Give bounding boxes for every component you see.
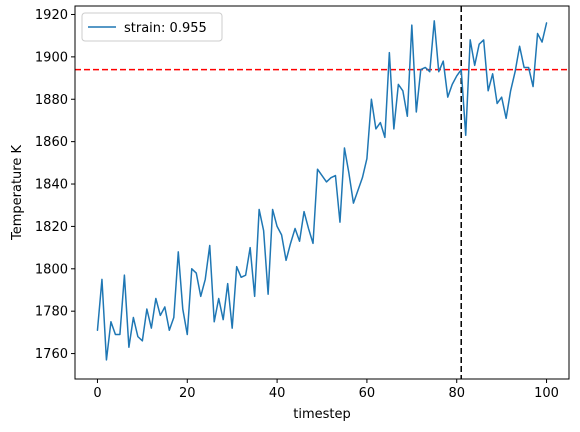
series-layer [96, 20, 548, 361]
y-tick-label: 1880 [35, 93, 68, 108]
x-axis-label: timestep [293, 407, 351, 422]
x-axis: 0 20 40 60 80 100 [93, 379, 559, 401]
legend-entry-label: strain: 0.955 [124, 21, 207, 36]
reference-lines [75, 6, 569, 379]
series-line-0 [96, 20, 548, 361]
y-tick-label: 1760 [35, 347, 68, 362]
y-tick-label: 1800 [35, 262, 68, 277]
x-tick-label: 20 [179, 386, 196, 401]
y-tick-label: 1840 [35, 178, 68, 193]
x-tick-label: 40 [269, 386, 286, 401]
y-axis: 1760 1780 1800 1820 1840 1860 1880 1900 1920 [35, 8, 75, 362]
y-tick-label: 1780 [35, 305, 68, 320]
y-tick-label: 1920 [35, 8, 68, 23]
y-tick-label: 1900 [35, 50, 68, 65]
legend: strain: 0.955 [81, 12, 223, 42]
y-axis-label: Temperature K [10, 145, 25, 241]
y-tick-label: 1860 [35, 135, 68, 150]
y-tick-label: 1820 [35, 220, 68, 235]
plot-area [75, 6, 569, 379]
x-tick-label: 100 [534, 386, 559, 401]
x-tick-label: 0 [93, 386, 101, 401]
legend-box [81, 12, 223, 42]
plot-frame [74, 5, 570, 380]
x-tick-label: 80 [448, 386, 465, 401]
x-tick-label: 60 [359, 386, 376, 401]
